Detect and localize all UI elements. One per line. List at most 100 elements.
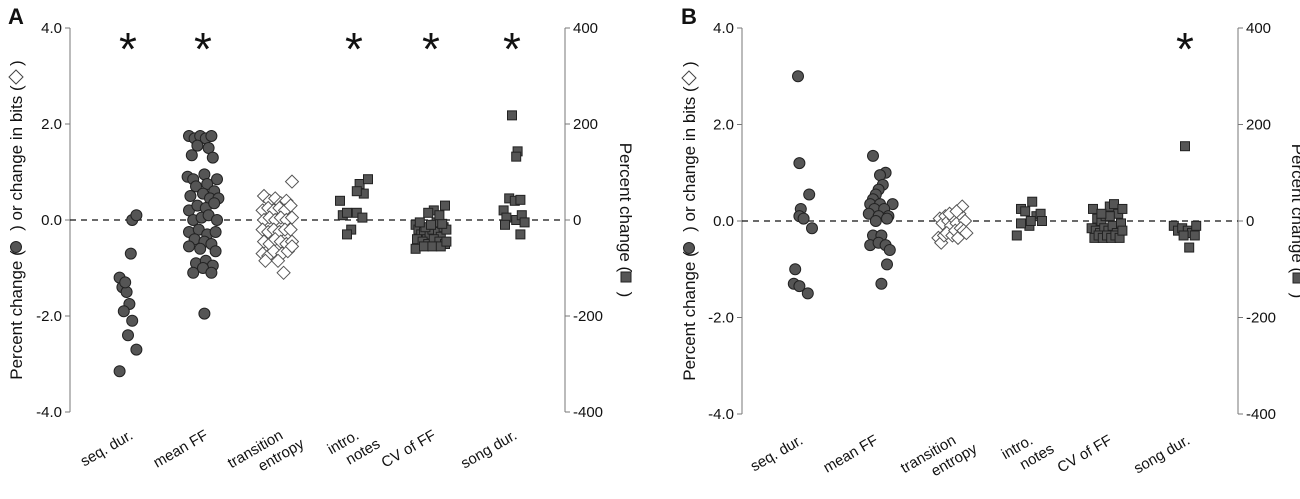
- left-tick-label: 2.0: [713, 117, 734, 134]
- series-intro-notes: [335, 174, 373, 240]
- panel-letter: A: [8, 4, 24, 29]
- data-point-circle: [126, 314, 139, 327]
- left-axis-title-part: ) or change in bits (: [680, 86, 699, 232]
- data-point-circle: [797, 212, 810, 225]
- category-label: CV of FF: [379, 427, 439, 472]
- panel-b: B 4.0 2.0 0.0 -2.0 -4.0 400 200 0 -200 -400 Percent…: [680, 4, 1300, 492]
- data-point-circle: [113, 365, 126, 378]
- data-point-circle: [206, 151, 219, 164]
- left-axis-title-part: ): [7, 60, 26, 66]
- left-axis-title-part: ): [680, 61, 699, 67]
- series-cv-of-ff: [1086, 199, 1128, 243]
- data-point-circle: [211, 214, 223, 226]
- left-axis-title-part: ) or change in bits (: [7, 85, 26, 231]
- data-point-square: [515, 229, 526, 240]
- data-point-square: [1117, 225, 1128, 236]
- data-point-square: [1025, 216, 1036, 226]
- series-transition-entropy: [931, 199, 974, 250]
- right-axis-title-square-icon: [620, 271, 632, 283]
- right-axis-title-square-icon: [1292, 272, 1300, 284]
- data-point-diamond: [266, 243, 282, 259]
- category-label: transitionentropy: [898, 424, 981, 492]
- data-point-square: [1117, 203, 1128, 214]
- data-point-square: [426, 219, 436, 230]
- data-point-diamond: [276, 265, 291, 281]
- data-point-square: [410, 243, 421, 254]
- category-label: transitionentropy: [225, 419, 308, 487]
- data-point-circle: [119, 276, 132, 289]
- data-point-circle: [198, 307, 211, 320]
- data-point-diamond: [284, 239, 300, 254]
- left-tick-label: 4.0: [41, 20, 62, 37]
- data-point-circle: [883, 243, 896, 256]
- right-axis-title: Percent change ( ): [616, 143, 635, 298]
- data-point-circle: [191, 139, 204, 152]
- data-point-diamond: [258, 253, 273, 269]
- left-axis-title: Percent change ( ) or change in bits ( ): [7, 60, 26, 379]
- data-point-square: [351, 186, 362, 197]
- data-point-square: [1011, 230, 1022, 241]
- data-point-square: [342, 207, 352, 218]
- right-tick-label: 400: [1246, 20, 1271, 37]
- data-point-square: [511, 151, 522, 162]
- data-point-square: [1109, 199, 1119, 210]
- category-label: mean FF: [151, 427, 211, 472]
- data-point-circle: [792, 70, 804, 83]
- panel-a: A 4.0 2.0 0.0 -2.0 -4.0 400 200 0 -200 -400 Percent…: [7, 4, 635, 487]
- left-tick-label: -4.0: [708, 406, 734, 423]
- data-point-square: [1184, 242, 1195, 253]
- right-tick-label: 400: [573, 20, 598, 37]
- data-point-circle: [185, 149, 198, 162]
- right-tick-label: 200: [573, 116, 598, 133]
- data-point-square: [335, 195, 345, 206]
- data-point-circle: [183, 240, 195, 253]
- significance-star: *: [345, 23, 363, 75]
- category-label: seq. dur.: [748, 432, 806, 475]
- data-point-square: [1027, 196, 1038, 207]
- left-axis-title-circle-icon: [10, 241, 22, 253]
- data-point-circle: [801, 287, 814, 300]
- series-intro-notes: [1011, 196, 1047, 241]
- series-seq-dur-: [787, 70, 818, 300]
- series-mean-ff: [181, 130, 225, 320]
- left-axis-title-diamond-icon: [681, 70, 697, 86]
- data-point-square: [440, 200, 450, 211]
- left-tick-label: -2.0: [708, 310, 734, 327]
- category-label-line: song dur.: [1131, 432, 1193, 478]
- data-point-square: [1016, 218, 1026, 229]
- data-point-circle: [117, 305, 130, 318]
- data-point-square: [1037, 216, 1047, 226]
- data-point-circle: [803, 188, 816, 201]
- data-point-circle: [124, 247, 137, 260]
- significance-star: *: [422, 23, 440, 75]
- data-point-circle: [806, 222, 818, 235]
- category-label-line: seq. dur.: [748, 432, 806, 475]
- data-point-square: [1189, 230, 1200, 241]
- category-label: intro.notes: [325, 420, 384, 474]
- data-point-circle: [793, 280, 806, 293]
- significance-star: *: [503, 23, 521, 75]
- data-point-square: [419, 241, 429, 252]
- series-song-dur-: [498, 110, 530, 240]
- data-point-diamond: [270, 253, 286, 269]
- left-tick-label: 0.0: [713, 213, 734, 230]
- series-cv-of-ff: [410, 200, 452, 254]
- left-axis-title-diamond-icon: [8, 69, 24, 85]
- data-point-circle: [208, 197, 221, 210]
- left-axis-title-part: Percent change (: [680, 251, 699, 381]
- category-label: intro.notes: [999, 425, 1058, 479]
- left-tick-label: 0.0: [41, 212, 62, 229]
- significance-star: *: [1176, 23, 1194, 75]
- right-axis-title-part: ): [1288, 293, 1300, 299]
- data-point-circle: [867, 149, 879, 162]
- data-point-diamond: [959, 225, 974, 241]
- right-tick-label: -200: [573, 308, 603, 325]
- data-point-square: [437, 218, 448, 229]
- left-tick-label: 4.0: [713, 20, 734, 37]
- data-point-diamond: [949, 204, 964, 219]
- left-axis-title-part: Percent change (: [7, 250, 26, 380]
- data-point-square: [1180, 141, 1190, 152]
- right-tick-label: 0: [573, 212, 581, 229]
- data-point-square: [441, 236, 452, 247]
